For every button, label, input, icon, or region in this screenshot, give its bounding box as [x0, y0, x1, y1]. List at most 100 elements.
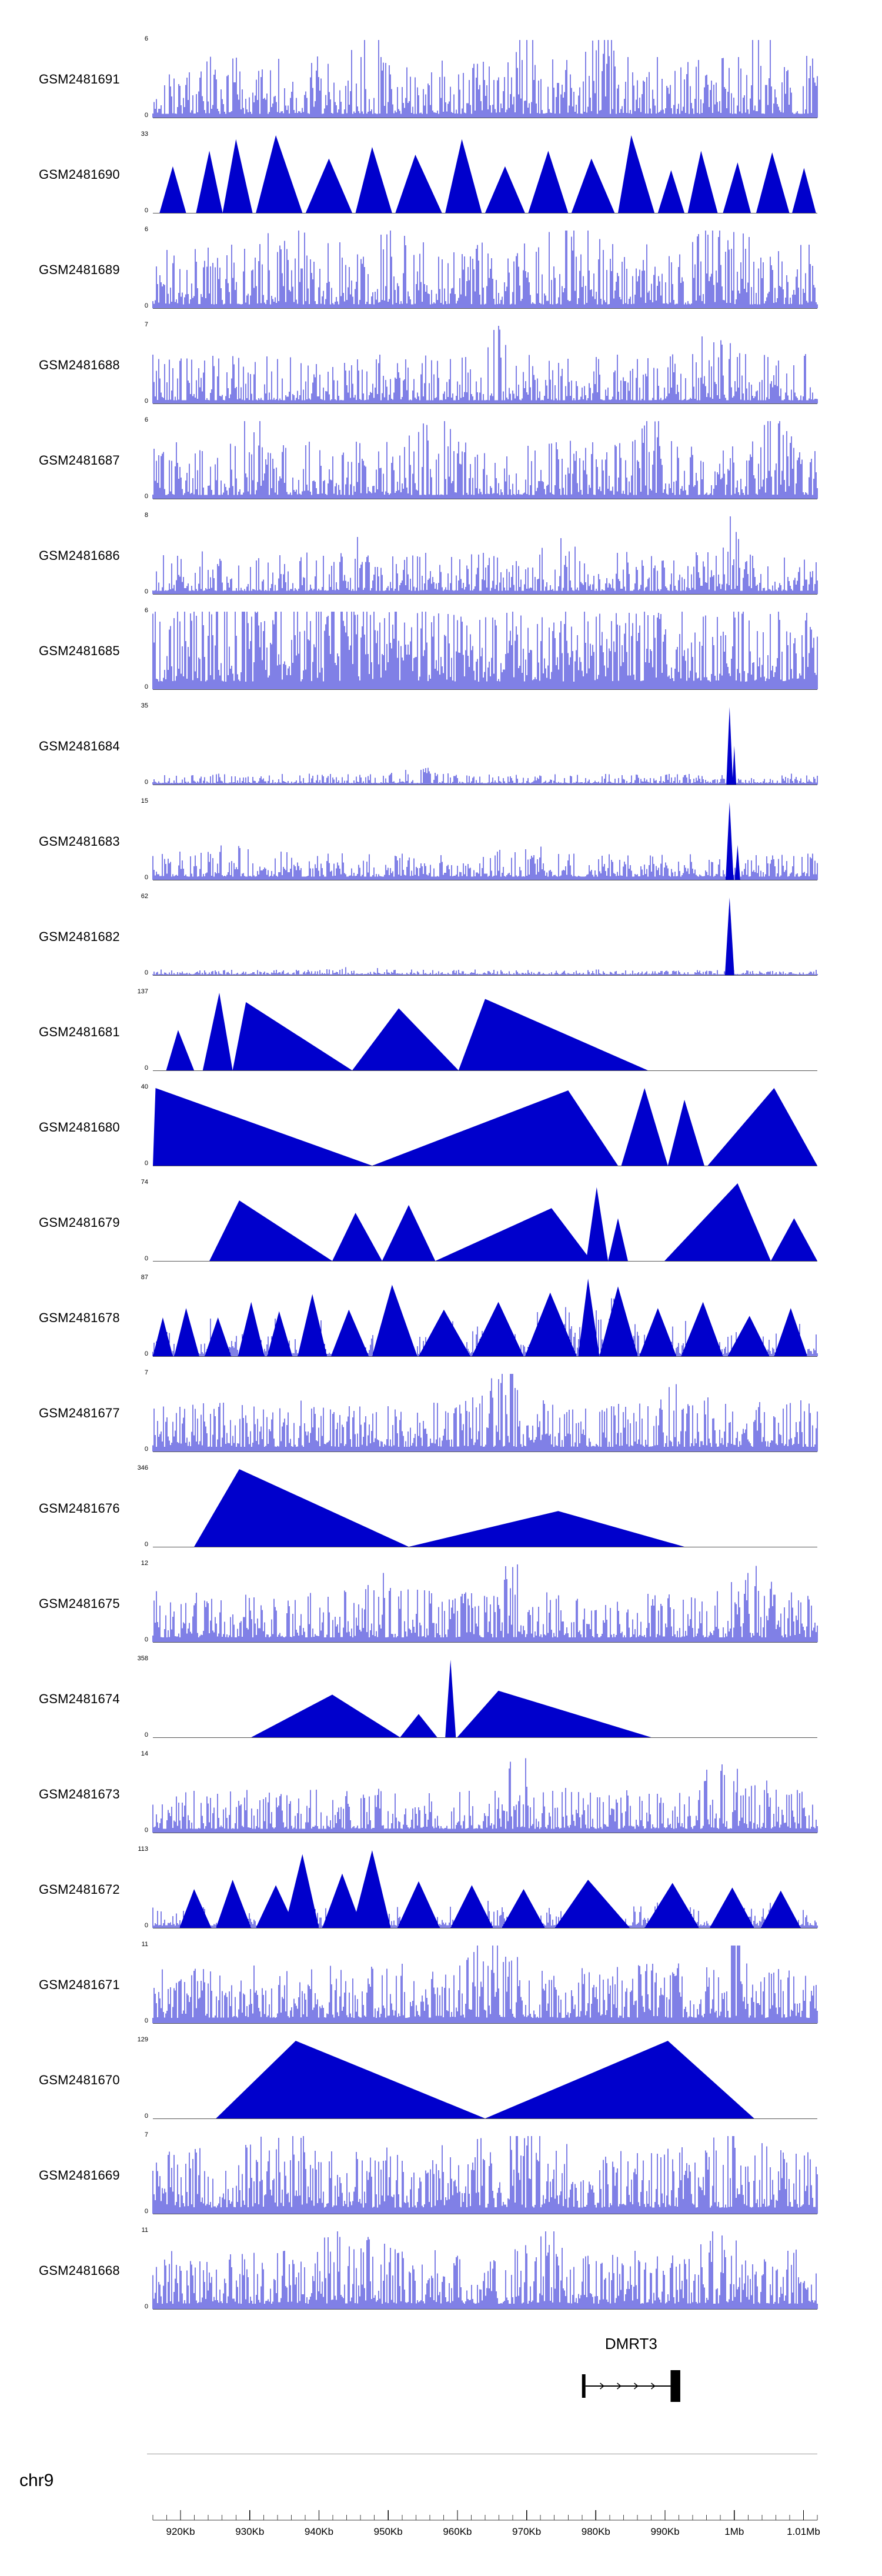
track-ymin-value: 0 — [144, 1827, 148, 1834]
track-ymax-value: 35 — [141, 702, 148, 709]
track-ymin-value: 0 — [144, 1446, 148, 1453]
track-signal-plot[interactable] — [153, 993, 817, 1071]
track-label: GSM2481687 — [39, 453, 120, 468]
track-ymax-value: 33 — [141, 131, 148, 138]
axis-tick-label: 970Kb — [512, 2526, 541, 2537]
track-row: GSM2481674 358 0 — [0, 1651, 882, 1747]
track-row: GSM2481685 6 0 — [0, 603, 882, 699]
track-ymax-value: 14 — [141, 1750, 148, 1757]
gene-strand-arrow — [651, 2383, 656, 2390]
track-signal-plot[interactable] — [152, 2231, 818, 2310]
track-ymax-value: 7 — [144, 321, 148, 328]
track-row: GSM2481668 11 0 — [0, 2223, 882, 2318]
axis-tick-label: 940Kb — [305, 2526, 333, 2537]
track-label: GSM2481686 — [39, 548, 120, 563]
track-ymax-value: 7 — [144, 2131, 148, 2138]
track-row: GSM2481679 74 0 — [0, 1175, 882, 1270]
track-label: GSM2481672 — [39, 1882, 120, 1897]
track-row: GSM2481675 12 0 — [0, 1556, 882, 1651]
track-signal-plot[interactable] — [152, 612, 818, 690]
gene-strand-arrow — [617, 2383, 622, 2390]
chromosome-label: chr9 — [19, 2471, 54, 2490]
track-signal-plot[interactable] — [152, 1374, 818, 1452]
track-row: GSM2481684 35 0 — [0, 699, 882, 794]
track-row: GSM2481672 113 0 — [0, 1842, 882, 1937]
track-signal-plot[interactable] — [152, 802, 818, 880]
track-ymax-value: 113 — [138, 1846, 148, 1853]
track-signal-plot[interactable] — [153, 135, 817, 213]
track-ymin-value: 0 — [144, 779, 148, 786]
track-ymin-value: 0 — [144, 112, 148, 119]
track-signal-plot[interactable] — [152, 40, 818, 118]
track-signal-plot[interactable] — [153, 1660, 817, 1738]
track-signal-plot[interactable] — [152, 1755, 818, 1833]
track-label: GSM2481671 — [39, 1977, 120, 1992]
track-ymax-value: 6 — [144, 35, 148, 42]
track-signal-plot[interactable] — [153, 1469, 817, 1547]
track-ymin-value: 0 — [144, 2303, 148, 2310]
track-ymax-value: 87 — [141, 1274, 148, 1281]
track-row: GSM2481691 6 0 — [0, 32, 882, 127]
track-ymin-value: 0 — [144, 1350, 148, 1357]
track-row: GSM2481678 87 0 — [0, 1270, 882, 1366]
track-label: GSM2481682 — [39, 929, 120, 944]
axis-tick-label: 1.01Mb — [787, 2526, 820, 2537]
track-row: GSM2481673 14 0 — [0, 1747, 882, 1842]
track-signal-plot[interactable] — [152, 516, 818, 595]
track-label: GSM2481668 — [39, 2263, 120, 2278]
track-row: GSM2481682 62 0 — [0, 889, 882, 985]
gene-model — [582, 2370, 680, 2402]
track-row: GSM2481669 7 0 — [0, 2128, 882, 2223]
track-ymax-value: 7 — [144, 1369, 148, 1376]
track-signal-plot[interactable] — [152, 1946, 818, 2024]
track-row: GSM2481689 6 0 — [0, 222, 882, 318]
track-row: GSM2481671 11 0 — [0, 1937, 882, 2033]
gene-annotation-track: DMRT3 — [0, 2318, 882, 2454]
track-signal-plot[interactable] — [153, 1183, 818, 1262]
gene-name-label: DMRT3 — [604, 2335, 657, 2353]
track-ymin-value: 0 — [144, 683, 148, 690]
track-ymin-value: 0 — [144, 2017, 148, 2024]
track-signal-plot[interactable] — [152, 1564, 818, 1643]
signal-tracks-container: GSM2481691 6 0 GSM2481690 33 0 GSM2481689 6 0 GSM… — [0, 32, 882, 2318]
track-ymax-value: 62 — [141, 893, 148, 900]
track-signal-plot[interactable] — [152, 707, 818, 785]
track-ymin-value: 0 — [144, 398, 148, 405]
track-ymax-value: 12 — [141, 1560, 148, 1567]
track-ymax-value: 137 — [137, 988, 148, 995]
track-label: GSM2481678 — [39, 1310, 120, 1325]
track-ymax-value: 8 — [144, 512, 148, 519]
track-row: GSM2481677 7 0 — [0, 1366, 882, 1461]
track-row: GSM2481680 40 0 — [0, 1080, 882, 1175]
track-label: GSM2481689 — [39, 262, 120, 277]
track-signal-plot[interactable] — [152, 421, 818, 499]
track-row: GSM2481670 129 0 — [0, 2033, 882, 2128]
track-signal-plot[interactable] — [153, 1088, 817, 1166]
track-signal-plot[interactable] — [152, 897, 818, 976]
track-ymin-value: 0 — [144, 1065, 148, 1072]
track-label: GSM2481677 — [39, 1406, 120, 1420]
track-ymin-value: 0 — [144, 207, 148, 214]
track-ymax-value: 74 — [141, 1179, 148, 1186]
track-label: GSM2481673 — [39, 1787, 120, 1801]
track-ymax-value: 15 — [141, 798, 148, 805]
axis-tick-label: 950Kb — [374, 2526, 403, 2537]
track-row: GSM2481690 33 0 — [0, 127, 882, 222]
axis-tick-label: 1Mb — [724, 2526, 744, 2537]
track-signal-plot[interactable] — [152, 326, 818, 404]
track-ymax-value: 40 — [141, 1083, 148, 1090]
gene-exon-left — [582, 2374, 586, 2398]
track-signal-plot[interactable] — [152, 1850, 818, 1928]
track-ymax-value: 129 — [137, 2036, 148, 2043]
track-signal-plot[interactable] — [153, 2041, 817, 2119]
coordinate-ruler[interactable]: 920Kb 930Kb 940Kb 950Kb 960Kb 970Kb 980Kb 990Kb… — [152, 2505, 820, 2546]
axis-tick-label: 920Kb — [166, 2526, 195, 2537]
track-ymin-value: 0 — [144, 1541, 148, 1548]
track-signal-plot[interactable] — [152, 1279, 818, 1357]
track-signal-plot[interactable] — [152, 231, 818, 309]
track-ymin-value: 0 — [144, 969, 148, 976]
track-ymax-value: 358 — [137, 1655, 148, 1662]
track-signal-plot[interactable] — [152, 2136, 818, 2214]
track-ymax-value: 6 — [144, 226, 148, 233]
